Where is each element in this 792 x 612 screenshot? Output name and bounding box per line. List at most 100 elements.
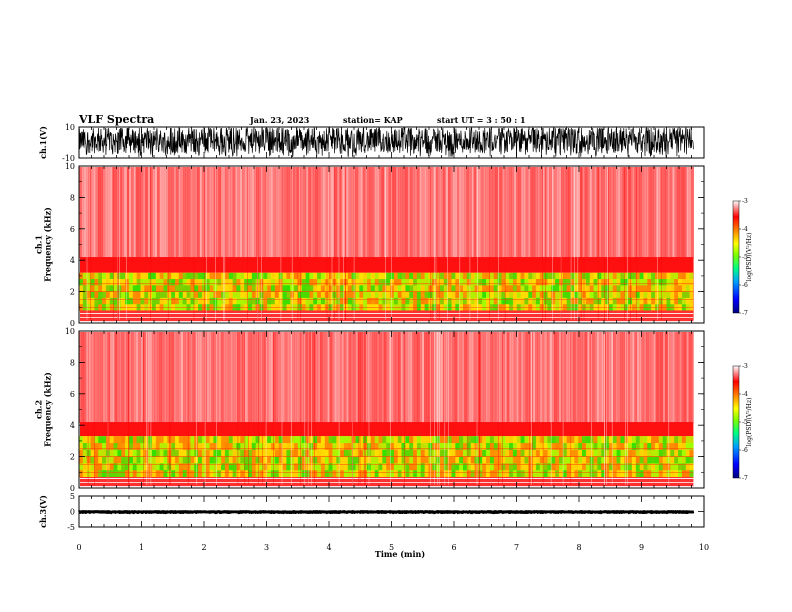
spectrogram-column bbox=[343, 332, 347, 424]
spectrogram-column bbox=[584, 167, 588, 259]
spectrogram-column bbox=[355, 167, 359, 259]
spectrogram-column bbox=[336, 167, 340, 259]
band-cell bbox=[635, 470, 640, 478]
band-cell bbox=[140, 443, 145, 451]
band-cell bbox=[509, 456, 514, 464]
band-cell bbox=[301, 443, 306, 451]
band-cell bbox=[443, 285, 448, 292]
band-cell bbox=[516, 285, 521, 292]
spectrogram-column bbox=[251, 332, 255, 424]
band-cell bbox=[520, 279, 525, 286]
spectrogram-column bbox=[390, 167, 394, 259]
band-cell bbox=[447, 470, 452, 478]
band-cell bbox=[190, 272, 195, 280]
x-tick-label: 5 bbox=[389, 543, 394, 552]
band-cell bbox=[597, 436, 602, 444]
spectrogram-column bbox=[246, 332, 250, 424]
band-cell bbox=[82, 279, 87, 286]
band-cell bbox=[486, 291, 491, 299]
band-cell bbox=[82, 297, 87, 305]
band-cell bbox=[416, 436, 421, 444]
band-cell bbox=[178, 297, 183, 305]
band-cell bbox=[171, 297, 176, 305]
band-cell bbox=[532, 436, 537, 444]
band-cell bbox=[486, 470, 491, 478]
spectrogram-column bbox=[424, 167, 427, 259]
band-cell bbox=[251, 456, 256, 464]
spectrogram-column bbox=[102, 167, 106, 259]
band-cell bbox=[294, 272, 299, 280]
band-cell bbox=[113, 272, 118, 280]
band-cell bbox=[140, 449, 145, 457]
band-cell bbox=[478, 272, 483, 280]
spectrogram-column bbox=[152, 167, 155, 259]
band-cell bbox=[178, 285, 183, 292]
band-cell bbox=[547, 279, 552, 286]
band-cell bbox=[125, 272, 130, 280]
spectrogram-column bbox=[530, 167, 533, 259]
band-cell bbox=[574, 291, 579, 299]
spectrogram-column bbox=[294, 332, 297, 424]
band-cell bbox=[286, 449, 291, 457]
band-cell bbox=[224, 456, 229, 464]
band-cell bbox=[324, 456, 329, 464]
band-cell bbox=[689, 285, 694, 292]
band-cell bbox=[620, 436, 625, 444]
band-cell bbox=[386, 272, 391, 280]
band-cell bbox=[631, 456, 636, 464]
band-cell bbox=[409, 272, 414, 280]
band-cell bbox=[478, 449, 483, 457]
spectrogram-column bbox=[672, 332, 675, 424]
band-cell bbox=[647, 279, 652, 286]
band-cell bbox=[624, 443, 629, 451]
band-cell bbox=[244, 297, 249, 305]
spectrogram-column bbox=[350, 332, 354, 424]
band-cell bbox=[132, 285, 137, 292]
waveform-trace bbox=[78, 510, 695, 515]
spectrogram-column bbox=[622, 332, 626, 424]
band-cell bbox=[370, 272, 375, 280]
band-cell bbox=[374, 291, 379, 299]
band-cell bbox=[294, 297, 299, 305]
band-cell bbox=[351, 272, 356, 280]
band-cell bbox=[336, 272, 341, 280]
spectrogram-column bbox=[587, 167, 590, 259]
spectrogram-column bbox=[230, 332, 233, 424]
band-cell bbox=[516, 291, 521, 299]
band-cell bbox=[635, 272, 640, 280]
spectrogram-column bbox=[525, 332, 529, 424]
band-cell bbox=[470, 470, 475, 478]
band-cell bbox=[113, 279, 118, 286]
band-cell bbox=[566, 297, 571, 305]
spectrogram-column bbox=[121, 167, 125, 259]
band-cell bbox=[274, 297, 279, 305]
band-cell bbox=[658, 272, 663, 280]
band-cell bbox=[670, 297, 675, 305]
band-cell bbox=[451, 456, 456, 464]
band-cell bbox=[240, 279, 245, 286]
band-cell bbox=[109, 449, 114, 457]
spectrogram-column bbox=[369, 332, 373, 424]
spectrogram-column bbox=[388, 167, 392, 259]
band-cell bbox=[681, 279, 686, 286]
band-cell bbox=[282, 449, 287, 457]
band-cell bbox=[121, 443, 126, 451]
band-cell bbox=[405, 279, 410, 286]
band-cell bbox=[463, 272, 468, 280]
band-cell bbox=[555, 436, 560, 444]
band-cell bbox=[535, 456, 540, 464]
band-cell bbox=[351, 291, 356, 299]
band-cell bbox=[643, 449, 648, 457]
band-cell bbox=[90, 463, 95, 471]
band-cell bbox=[474, 272, 479, 280]
band-cell bbox=[520, 456, 525, 464]
spectrogram-column bbox=[634, 332, 637, 424]
band-cell bbox=[616, 443, 621, 451]
band-cell bbox=[86, 449, 91, 457]
band-cell bbox=[493, 443, 498, 451]
spectrogram-column bbox=[426, 332, 430, 424]
band-cell bbox=[489, 291, 494, 299]
band-cell bbox=[171, 285, 176, 292]
band-cell bbox=[140, 291, 145, 299]
band-cell bbox=[297, 443, 302, 451]
